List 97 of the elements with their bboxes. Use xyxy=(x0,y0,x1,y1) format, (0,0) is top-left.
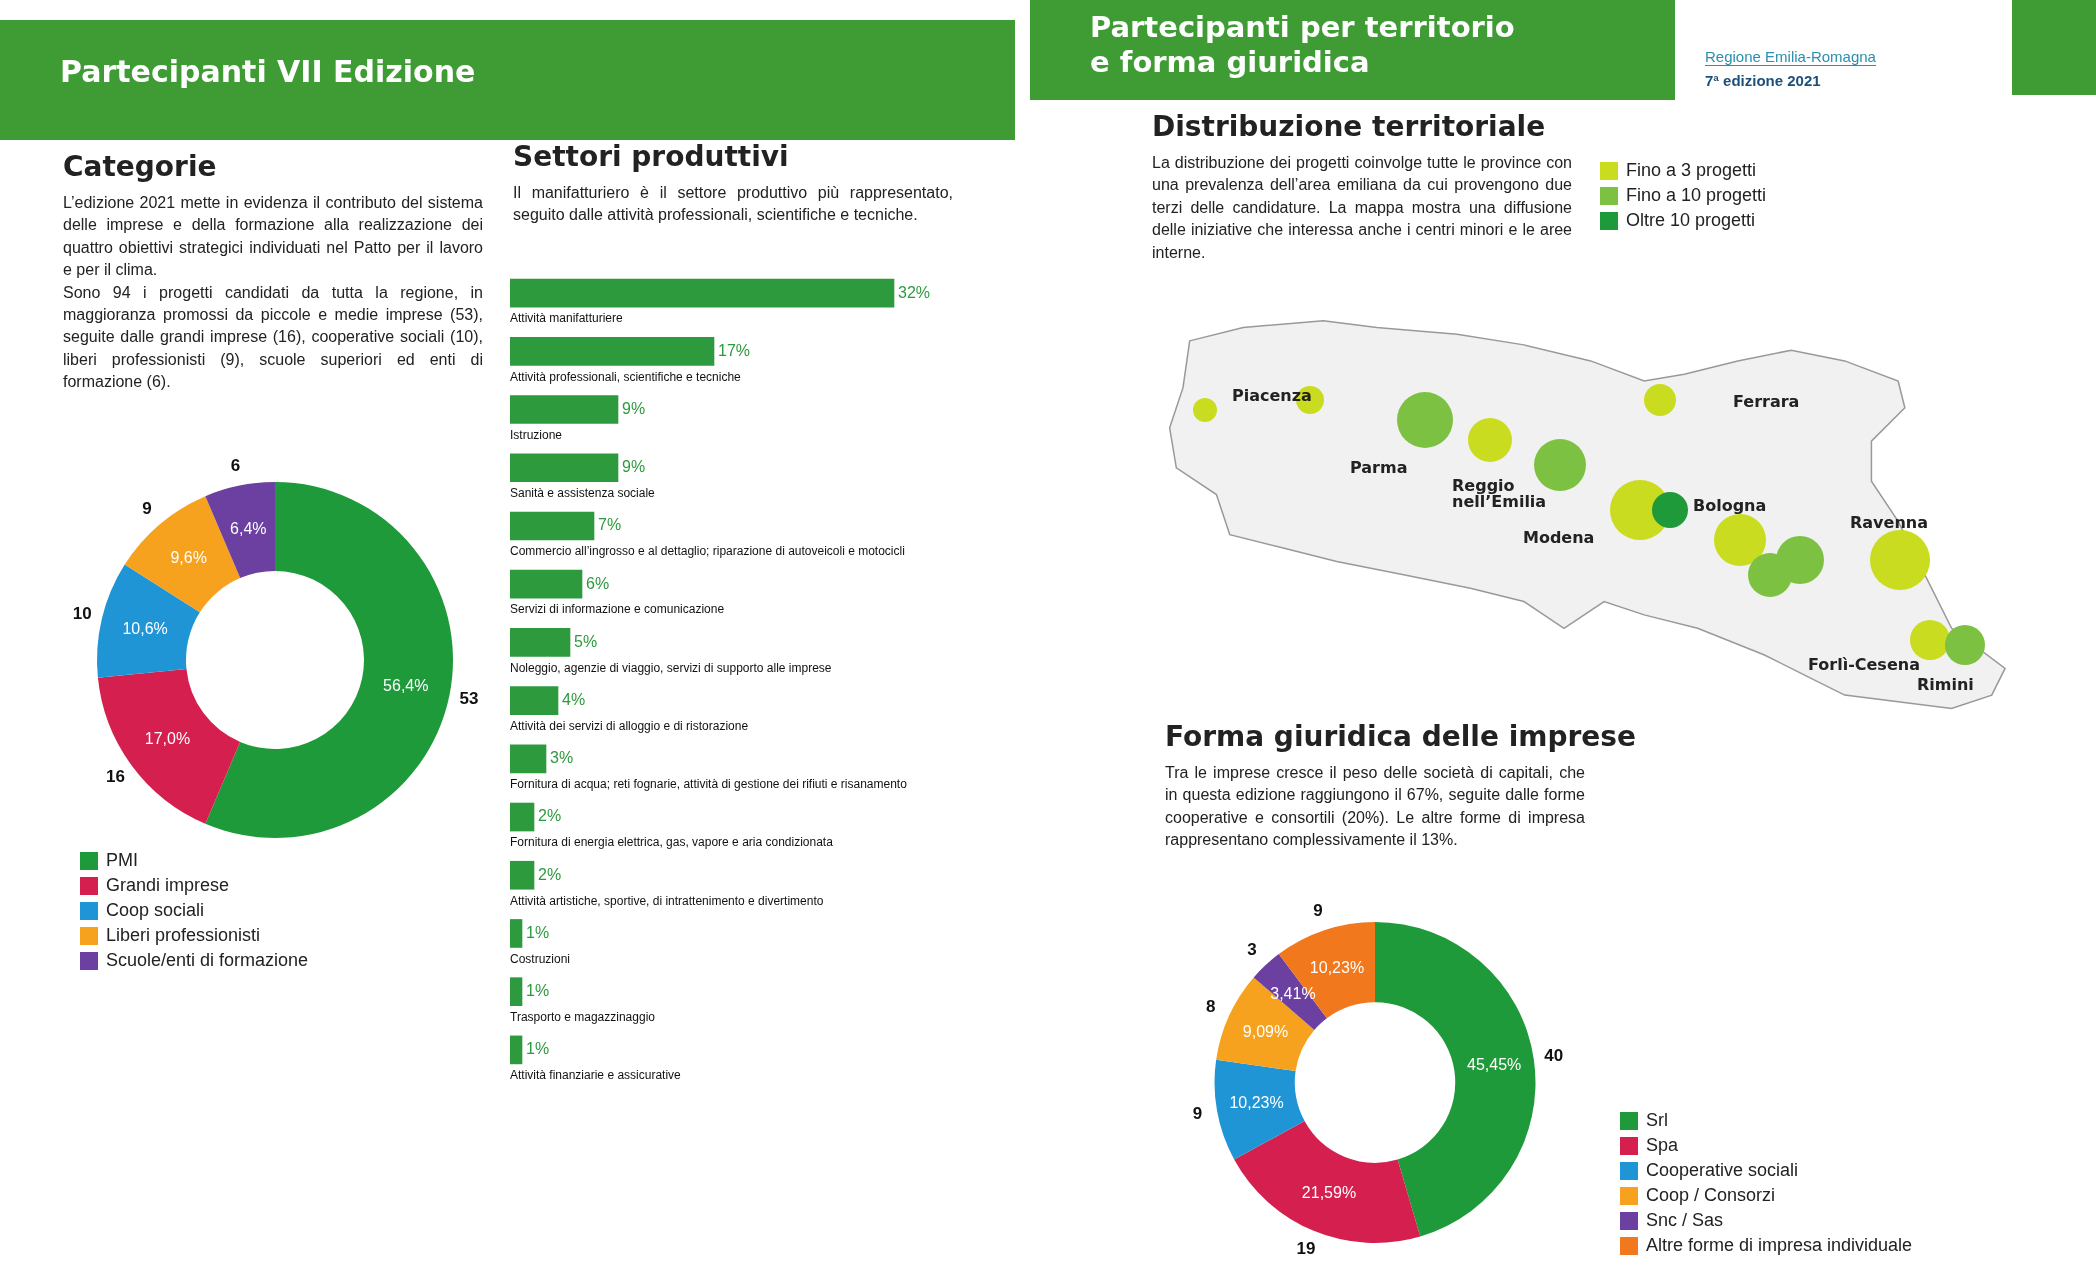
bar xyxy=(510,744,547,774)
text: Distribuzione territoriale xyxy=(1152,110,1546,143)
text: Forlì-Cesena xyxy=(1808,655,1920,674)
data-label: 2% xyxy=(538,865,562,883)
data-label: 10,23% xyxy=(1229,1094,1284,1112)
category-label: Istruzione xyxy=(510,427,563,442)
text: Partecipanti per territorio e forma giuridica xyxy=(1030,0,1675,100)
text: 10 xyxy=(72,604,92,624)
category-label: Commercio all’ingrosso e al dettaglio; riparazione di autoveicoli e motocicli xyxy=(510,544,905,559)
text: 19 xyxy=(1296,1238,1316,1258)
bar xyxy=(510,977,523,1007)
chart-subtitle: Il manifatturiero è il settore produttivo più rappresentato, seguito dalle attività professionali, scientifiche e tecniche. xyxy=(513,183,953,226)
text: 6 xyxy=(230,455,241,475)
text: 53 xyxy=(459,689,479,709)
text: 16 xyxy=(106,767,126,787)
data-label: 9,6% xyxy=(170,548,207,566)
bar xyxy=(510,569,583,599)
text: Bologna xyxy=(1693,496,1767,515)
text: La distribuzione dei progetti coinvolge tutte le province con una prevalenza dell’area emiliana da cui provengono due terzi delle candidature. La mappa mostra una diffusione delle iniziative che interessa anche i centri minori e le aree interne. xyxy=(1152,153,1572,263)
data-label: 9% xyxy=(622,458,646,476)
category-label: Costruzioni xyxy=(510,951,571,966)
bar xyxy=(510,919,523,948)
text: Reggio nell’Emilia xyxy=(1452,476,1547,511)
text: L’edizione 2021 mette in evidenza il contributo del sistema delle imprese e della formazione alla realizzazione dei quattro obiettivi strategici individuati nel Patto per il lavoro e per il clima. Sono 94 i progetti candidati da tutta la regione, in maggioranza promossi da piccole e medie imprese (53), seguite dalle grandi imprese (16), cooperative sociali (10), liberi professionisti (9), scuole superiori ed enti di formazione (6). xyxy=(63,194,483,391)
category-label: Fino a 10 progetti xyxy=(1626,185,1767,206)
legend-label: Snc / Sas xyxy=(1646,1210,1724,1231)
text: 9 xyxy=(1313,900,1323,920)
data-label: 17% xyxy=(718,341,751,359)
chart-title: Settori produttivi xyxy=(513,140,789,173)
data-label: 3% xyxy=(550,749,574,767)
data-label: 45,45% xyxy=(1467,1055,1522,1073)
category-label: Attività manifatturiere xyxy=(510,311,623,326)
data-label: 4% xyxy=(562,691,586,709)
text: 3 xyxy=(1247,940,1257,960)
chart-title: Categorie xyxy=(63,150,217,183)
category-label: Attività dei servizi di alloggio e di ristorazione xyxy=(510,718,749,733)
category-label: Attività artistiche, sportive, di intrattenimento e divertimento xyxy=(510,893,824,908)
legend-label: Grandi imprese xyxy=(106,875,230,896)
legend-label: Spa xyxy=(1646,1135,1679,1156)
text: 8 xyxy=(1206,997,1216,1017)
data-label: 5% xyxy=(574,632,598,650)
data-label: 1% xyxy=(526,1040,550,1058)
bar xyxy=(510,802,535,832)
category-label: Fornitura di energia elettrica, gas, vapore e aria condizionata xyxy=(510,835,833,850)
category-label: Attività professionali, scientifiche e tecniche xyxy=(510,369,741,384)
data-label: 2% xyxy=(538,807,562,825)
text: Rimini xyxy=(1917,675,1974,694)
data-label: 17,0% xyxy=(144,729,191,747)
data-label: 32% xyxy=(898,283,931,301)
category-label: Servizi di informazione e comunicazione xyxy=(510,602,725,617)
category-label: Fino a 3 progetti xyxy=(1626,160,1757,181)
legend-label: Altre forme di impresa individuale xyxy=(1646,1235,1913,1256)
text: 9 xyxy=(1192,1104,1203,1124)
category-label: Fornitura di acqua; reti fognarie, attività di gestione dei rifiuti e risanamento xyxy=(510,777,907,792)
category-label: Attività finanziarie e assicurative xyxy=(510,1068,681,1083)
text: 7ª edizione 2021 xyxy=(1705,72,1821,89)
category-label: Trasporto e magazzinaggio xyxy=(510,1009,655,1024)
bar xyxy=(510,686,559,715)
bar xyxy=(510,453,619,483)
data-label: 6% xyxy=(586,574,610,592)
data-label: 56,4% xyxy=(383,677,429,695)
text: Partecipanti VII Edizione xyxy=(0,20,1015,140)
category-label: Oltre 10 progetti xyxy=(1626,210,1756,231)
bar xyxy=(510,395,619,424)
bar xyxy=(510,278,895,308)
legend-label: Liberi professionisti xyxy=(106,925,261,946)
bar xyxy=(510,511,595,541)
text: Ferrara xyxy=(1733,392,1800,411)
text: 40 xyxy=(1544,1046,1564,1066)
data-label: 7% xyxy=(598,516,622,534)
data-label: 21,59% xyxy=(1301,1184,1357,1202)
data-label: 9% xyxy=(622,399,646,417)
chart-subtitle: Tra le imprese cresce il peso delle società di capitali, che in questa edizione raggiungono il 67%, seguite dalle forme cooperative e consortili (20%). Le altre forme di impresa rappresentano complessivamente il 13%. xyxy=(1165,763,1585,851)
bar xyxy=(510,628,571,657)
data-label: 10,6% xyxy=(122,619,168,637)
legend-label: Scuole/enti di formazione xyxy=(106,950,309,971)
data-label: 1% xyxy=(526,982,550,1000)
text: Regione Emilia-Romagna xyxy=(1705,48,1876,66)
legend-label: PMI xyxy=(106,850,139,871)
legend-label: Coop / Consorzi xyxy=(1646,1185,1776,1206)
legend-label: Srl xyxy=(1646,1110,1668,1131)
chart-title: Forma giuridica delle imprese xyxy=(1165,720,1636,753)
text: Parma xyxy=(1350,458,1408,477)
text: Modena xyxy=(1523,528,1595,547)
text: Ravenna xyxy=(1850,513,1928,532)
data-label: 6,4% xyxy=(230,519,267,537)
category-label: Noleggio, agenzie di viaggio, servizi di supporto alle imprese xyxy=(510,660,832,675)
data-label: 10,23% xyxy=(1309,958,1365,976)
bar xyxy=(510,1035,523,1065)
text: 9 xyxy=(142,498,152,518)
data-label: 9,09% xyxy=(1242,1022,1289,1040)
legend-label: Cooperative sociali xyxy=(1646,1160,1799,1181)
category-label: Sanità e assistenza sociale xyxy=(510,486,655,501)
bar xyxy=(510,860,535,890)
legend-label: Coop sociali xyxy=(106,900,205,921)
bar xyxy=(510,336,715,366)
data-label: 1% xyxy=(526,923,550,941)
